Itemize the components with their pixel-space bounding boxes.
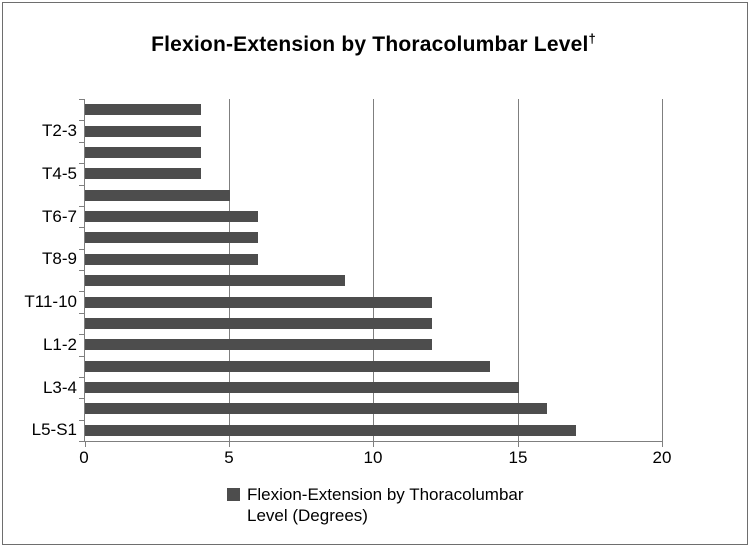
y-axis-tick — [79, 120, 85, 121]
legend-label: Flexion-Extension by Thoracolumbar Level … — [247, 484, 524, 526]
x-axis-tick-label: 0 — [79, 448, 89, 467]
legend: Flexion-Extension by Thoracolumbar Level … — [227, 484, 524, 526]
gridline — [662, 99, 663, 441]
x-axis-tick — [662, 441, 663, 447]
gridline — [518, 99, 519, 441]
y-axis-tick — [79, 206, 85, 207]
y-axis-category-label: L3-4 — [42, 378, 77, 397]
y-axis-category-label: T11-10 — [24, 292, 77, 311]
y-axis-tick — [79, 377, 85, 378]
y-axis-category-label: T6-7 — [42, 207, 77, 226]
gridline — [373, 99, 374, 441]
bar — [85, 232, 258, 243]
bar — [85, 168, 201, 179]
y-axis-tick — [79, 356, 85, 357]
bar — [85, 104, 201, 115]
bar — [85, 382, 519, 393]
y-axis-tick — [79, 334, 85, 335]
x-axis-tick-label: 20 — [652, 448, 672, 467]
y-axis-tick — [79, 291, 85, 292]
y-axis-category-label: T2-3 — [42, 121, 77, 140]
legend-label-line: Flexion-Extension by Thoracolumbar — [247, 485, 524, 504]
bar — [85, 297, 432, 308]
y-axis-tick — [79, 185, 85, 186]
y-axis-category-label: T8-9 — [42, 249, 77, 268]
y-axis-tick — [79, 227, 85, 228]
y-axis-tick — [79, 441, 85, 442]
plot-area — [79, 99, 663, 447]
bar — [85, 254, 258, 265]
y-axis-tick — [79, 99, 85, 100]
x-axis-tick-label: 5 — [224, 448, 234, 467]
x-axis-tick — [518, 441, 519, 447]
bar — [85, 147, 201, 158]
x-axis-tick — [229, 441, 230, 447]
chart-title-dagger: † — [588, 31, 596, 46]
x-axis-tick-label: 15 — [508, 448, 528, 467]
x-axis-tick-label: 10 — [363, 448, 383, 467]
x-axis-tick — [373, 441, 374, 447]
bar — [85, 126, 201, 137]
chart-title: Flexion-Extension by Thoracolumbar Level… — [84, 31, 663, 57]
y-axis-category-label: T4-5 — [42, 164, 77, 183]
y-axis-tick — [79, 420, 85, 421]
bar — [85, 425, 576, 436]
y-axis-tick — [79, 398, 85, 399]
bar — [85, 275, 345, 286]
chart-title-text: Flexion-Extension by Thoracolumbar Level — [151, 33, 589, 56]
legend-label-line: Level (Degrees) — [247, 506, 368, 525]
y-axis-tick — [79, 163, 85, 164]
y-axis-tick — [79, 313, 85, 314]
y-axis-tick — [79, 270, 85, 271]
y-axis-category-label: L1-2 — [42, 335, 77, 354]
bar — [85, 339, 432, 350]
bar — [85, 190, 230, 201]
y-axis-tick — [79, 249, 85, 250]
legend-swatch-icon — [227, 488, 240, 501]
gridline — [229, 99, 230, 441]
y-axis-tick — [79, 142, 85, 143]
bar — [85, 403, 547, 414]
bar — [85, 318, 432, 329]
bar — [85, 361, 490, 372]
y-axis-category-label: L5-S1 — [31, 420, 77, 439]
x-axis-tick — [85, 441, 86, 447]
bar — [85, 211, 258, 222]
